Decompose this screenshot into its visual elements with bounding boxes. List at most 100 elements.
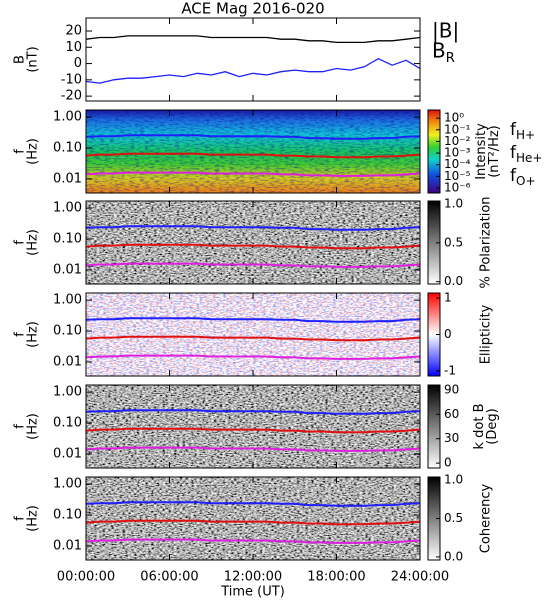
colorbar-tick-label: 1.0	[444, 197, 463, 211]
y-tick-label: 1.00	[53, 110, 82, 125]
colorbar-label: (nT²/Hz)	[487, 125, 502, 178]
colorbar-tick-label: 0.0	[444, 549, 463, 563]
gyrofrequency-line	[86, 317, 420, 323]
gyrofrequency-line	[86, 519, 420, 526]
gyrofrequency-line	[86, 501, 420, 507]
y-tick-label: 1.00	[53, 477, 82, 492]
gyrofrequency-line	[86, 354, 420, 360]
y-tick-label: 0.01	[53, 354, 82, 369]
x-tick-label: 06:00:00	[140, 570, 198, 585]
colorbar-tick-label: 60	[444, 407, 459, 421]
colorbar-tick-label: 10⁻¹	[444, 122, 471, 136]
gyrofrequency-line	[86, 225, 420, 231]
legend-entry: |B|	[432, 19, 459, 43]
colorbar-label: % Polarization	[479, 196, 494, 288]
spectrogram-texture	[86, 293, 420, 376]
y-axis-label: (Hz)	[26, 229, 41, 256]
y-tick-label: 0.01	[53, 262, 82, 277]
y-tick-label: 10	[65, 40, 82, 55]
gyrofrequency-line	[86, 134, 420, 140]
y-tick-label: 0.10	[53, 141, 82, 156]
y-axis-label: f	[13, 516, 28, 521]
legend-subscript: H+	[516, 128, 535, 142]
data-line	[86, 57, 420, 84]
y-tick-label: -10	[61, 72, 82, 87]
colorbar	[427, 384, 441, 469]
y-tick-label: 0.10	[53, 324, 82, 339]
colorbar-label: k dot B	[472, 403, 487, 449]
gyrofrequency-line	[86, 335, 420, 342]
x-axis-label: Time (UT)	[220, 585, 285, 600]
colorbar-tick-label: 0	[444, 456, 452, 470]
y-axis-label: (Hz)	[26, 505, 41, 532]
colorbar-tick-label: 10⁻²	[444, 134, 471, 148]
colorbar-label: Ellipticity	[479, 304, 494, 364]
y-axis-label: (Hz)	[26, 321, 41, 348]
y-axis-label: f	[13, 149, 28, 154]
gyrofrequency-line	[86, 427, 420, 434]
y-axis-label: f	[13, 240, 28, 245]
x-tick-label: 24:00:00	[391, 570, 449, 585]
gyrofrequency-line	[86, 243, 420, 250]
y-tick-label: 0.10	[53, 508, 82, 523]
colorbar-tick-label: 10⁻⁴	[444, 157, 471, 171]
colorbar-tick-label: 0	[444, 327, 452, 341]
y-tick-label: 0.10	[53, 416, 82, 431]
gyrofrequency-line	[86, 152, 420, 159]
y-tick-label: -20	[61, 89, 82, 104]
plot-area	[86, 477, 420, 560]
colorbar-tick-label: -1	[444, 363, 456, 377]
legend-subscript: R	[446, 51, 455, 66]
colorbar-tick-label: 90	[444, 382, 459, 396]
colorbar-tick-label: 30	[444, 431, 459, 445]
y-tick-label: 0.01	[53, 538, 82, 553]
y-axis-label: f	[13, 332, 28, 337]
plot-area	[86, 35, 420, 84]
x-tick-label: 18:00:00	[307, 570, 365, 585]
legend-entry: BR	[432, 39, 455, 66]
colorbar	[427, 109, 441, 194]
y-tick-label: 20	[65, 24, 82, 39]
y-tick-label: 0	[74, 56, 82, 71]
plot-area	[86, 201, 420, 284]
colorbar-label: Intensity	[474, 123, 489, 180]
y-axis-label: (nT)	[26, 46, 41, 72]
y-tick-label: 0.01	[53, 171, 82, 186]
colorbar-tick-label: 0.0	[444, 274, 463, 288]
colorbar-tick-label: 10⁻⁵	[444, 169, 471, 183]
y-axis-label: (Hz)	[26, 413, 41, 440]
colorbar-tick-label: 0.5	[444, 235, 463, 249]
y-axis-label: (Hz)	[26, 138, 41, 165]
data-line	[86, 35, 420, 44]
x-tick-label: 12:00:00	[224, 570, 282, 585]
colorbar-tick-label: 1	[444, 291, 452, 305]
colorbar-tick-label: 10⁻⁶	[444, 180, 471, 194]
spectrogram	[86, 477, 420, 560]
legend-entry: fHe+	[510, 143, 542, 165]
spectrogram	[86, 385, 420, 468]
gyrofrequency-line	[86, 538, 420, 544]
gyrofrequency-line	[86, 262, 420, 268]
spectrogram	[86, 201, 420, 284]
plot-area	[86, 385, 420, 468]
y-axis-label: f	[13, 424, 28, 429]
colorbar-tick-label: 0.5	[444, 511, 463, 525]
legend-subscript: O+	[516, 174, 536, 188]
plot-area	[86, 110, 420, 193]
gyrofrequency-line	[86, 409, 420, 415]
colorbar-tick-label: 1.0	[444, 473, 463, 487]
colorbar-tick-label: 10⁰	[444, 111, 464, 125]
legend-subscript: He+	[516, 151, 542, 165]
y-tick-label: 0.10	[53, 232, 82, 247]
y-tick-label: 0.01	[53, 446, 82, 461]
y-tick-label: 1.00	[53, 293, 82, 308]
y-tick-label: 1.00	[53, 201, 82, 216]
y-axis-label: B	[13, 55, 28, 64]
plot-area	[86, 293, 420, 376]
x-tick-label: 00:00:00	[57, 570, 115, 585]
colorbar-label: Coherency	[479, 483, 494, 553]
legend-entry: fH+	[510, 120, 535, 142]
legend-entry: fO+	[510, 166, 536, 188]
colorbar-label: (Deg)	[485, 408, 500, 444]
